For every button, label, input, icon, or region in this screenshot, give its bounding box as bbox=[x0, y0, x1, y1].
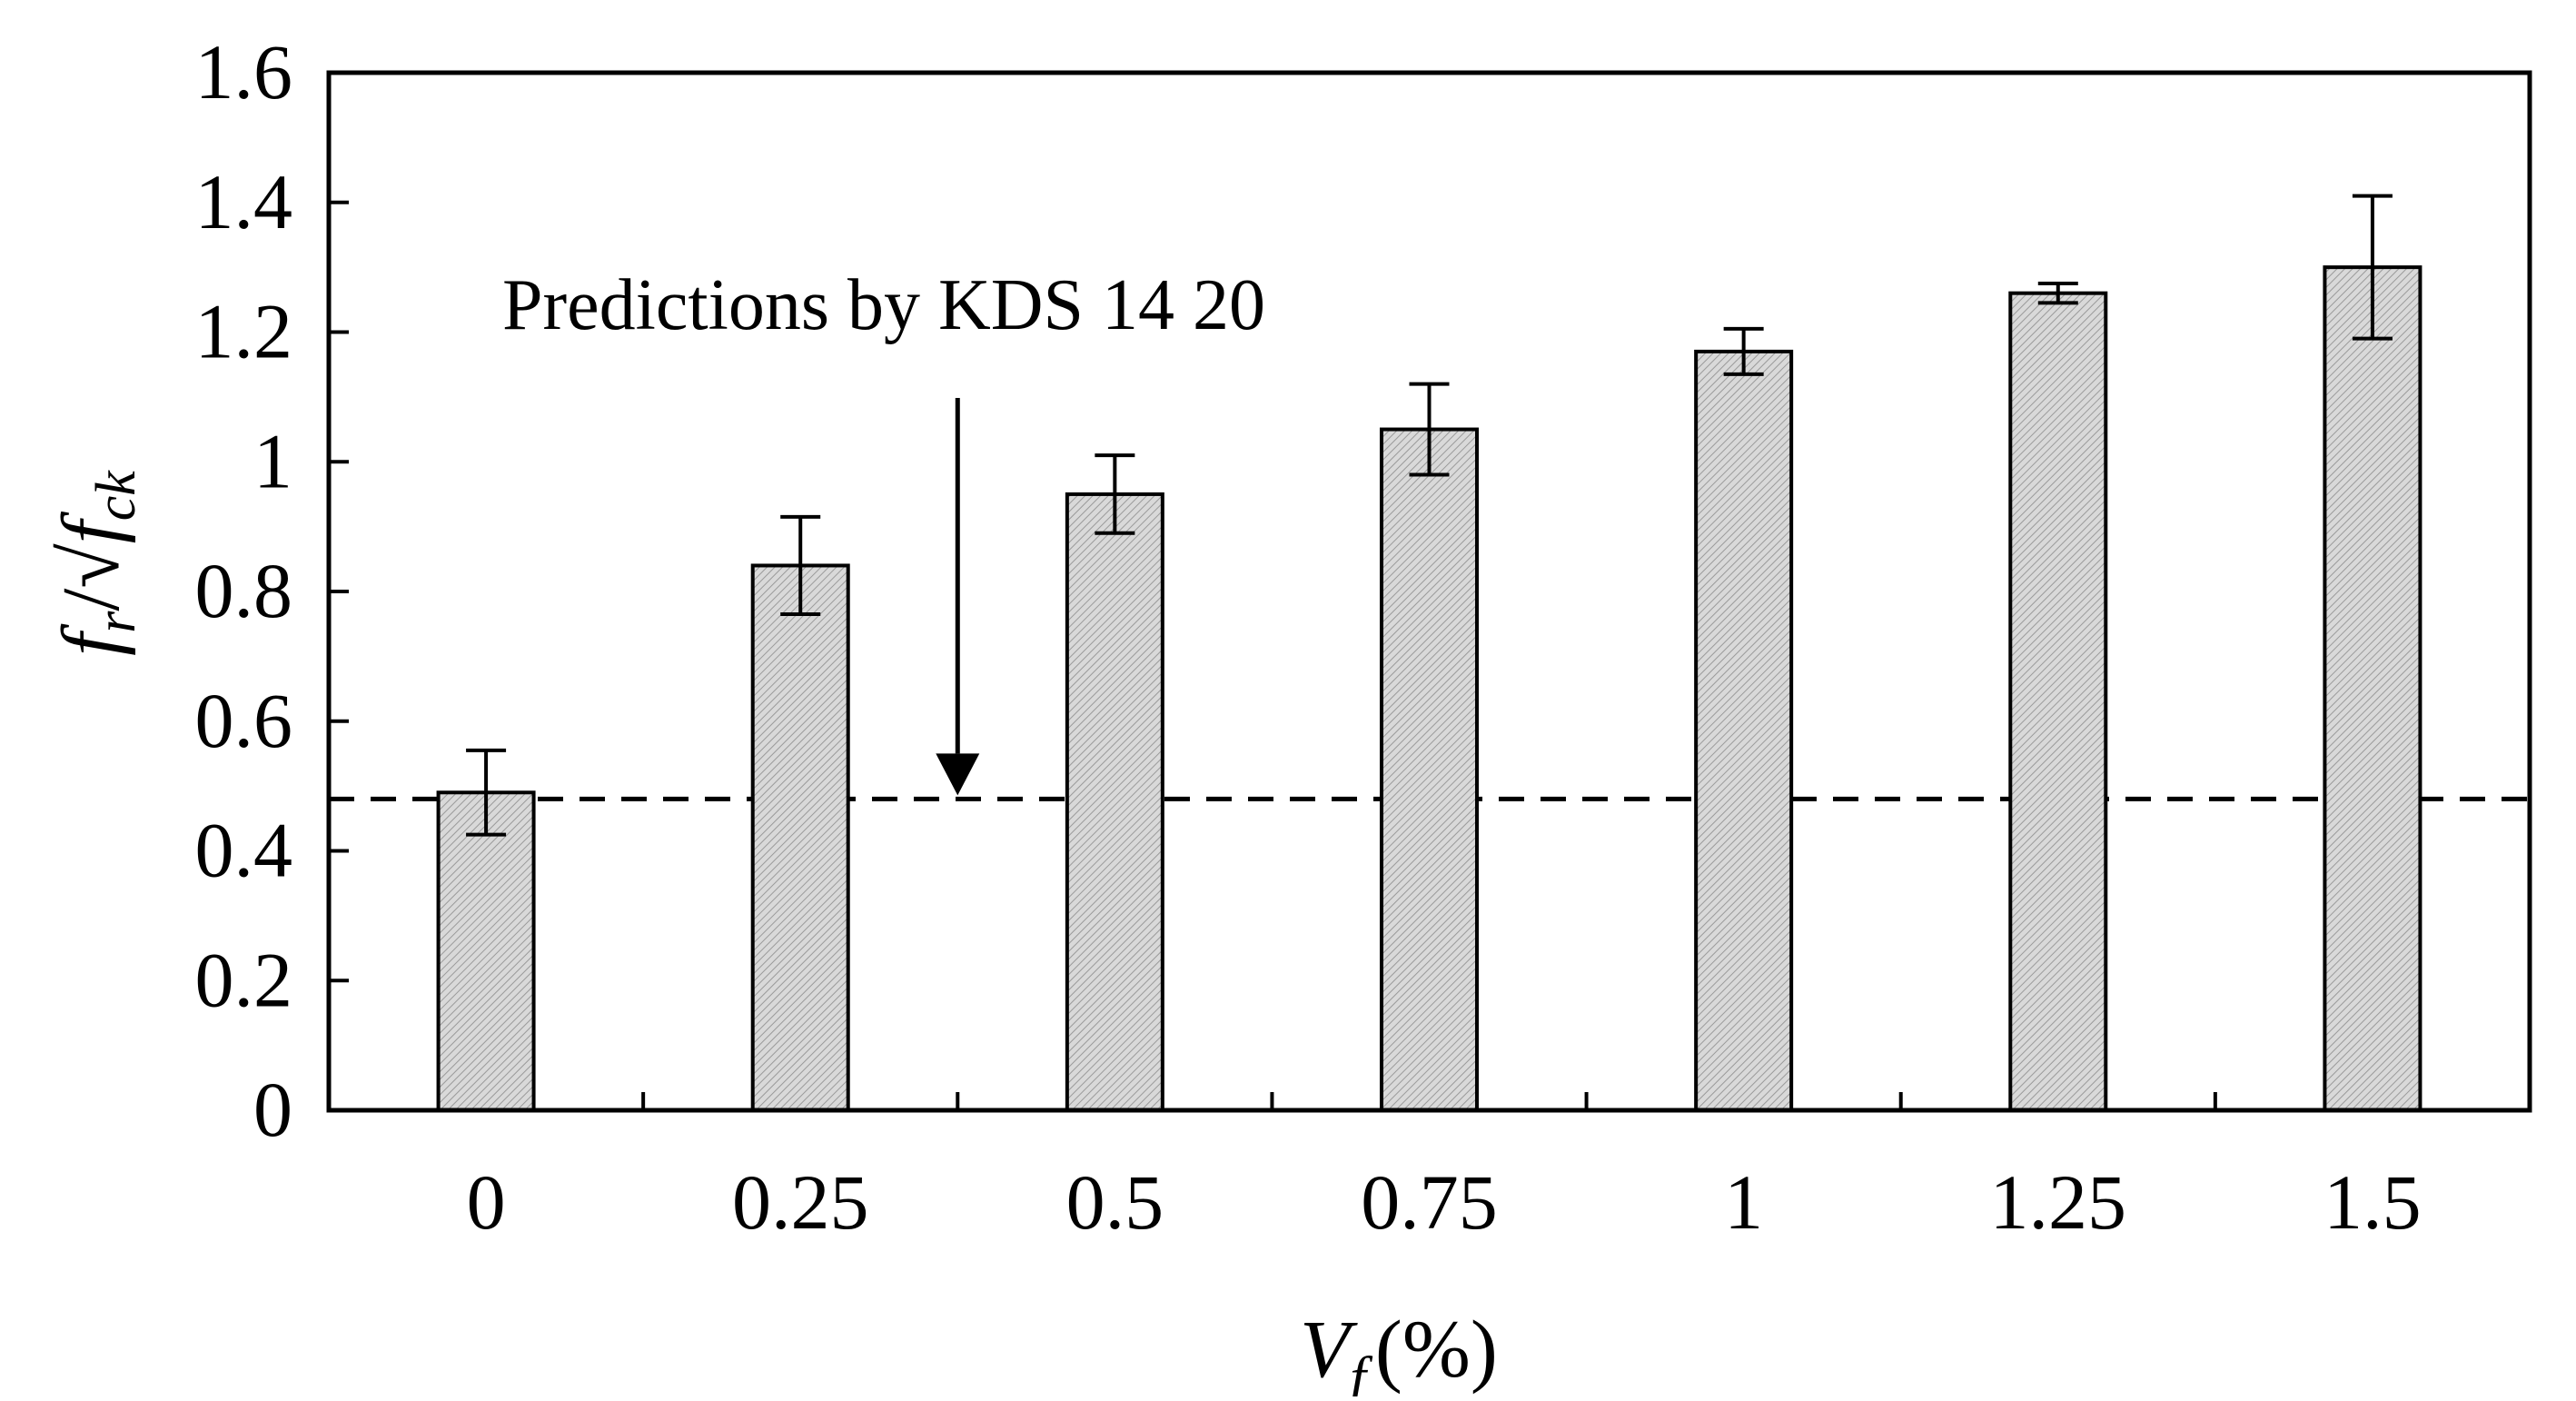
annotation-label: Predictions by KDS 14 20 bbox=[502, 265, 1265, 345]
bar bbox=[1065, 492, 1164, 1112]
x-axis-subscript: f bbox=[1350, 1345, 1373, 1396]
x-tick-label: 1.25 bbox=[1990, 1158, 2127, 1246]
y-tick-label: 1.4 bbox=[195, 158, 293, 245]
y-tick-label: 0.2 bbox=[195, 936, 293, 1023]
y-tick-label: 0 bbox=[253, 1066, 292, 1153]
x-tick-label: 1.5 bbox=[2323, 1158, 2422, 1246]
annotation-arrow bbox=[936, 398, 980, 796]
x-tick-label: 1 bbox=[1724, 1158, 1763, 1246]
y-axis-denominator-sub: ck bbox=[85, 470, 147, 522]
annotation-arrow-head bbox=[936, 753, 980, 796]
x-tick-label: 0.5 bbox=[1066, 1158, 1164, 1246]
bar bbox=[750, 563, 850, 1112]
bar bbox=[1380, 427, 1479, 1112]
axes-layer bbox=[326, 70, 2532, 1113]
plot-frame bbox=[326, 70, 2532, 1113]
x-axis-unit: (%) bbox=[1375, 1305, 1498, 1395]
y-tick-label: 0.8 bbox=[195, 547, 293, 634]
y-axis-numerator-sub: r bbox=[85, 611, 147, 633]
x-tick-label: 0 bbox=[467, 1158, 506, 1246]
y-tick-label: 0.4 bbox=[195, 807, 293, 894]
y-tick-label: 1.2 bbox=[195, 288, 293, 375]
x-axis-title: Vf (%) bbox=[1300, 1305, 1498, 1396]
x-axis-symbol: V bbox=[1300, 1305, 1358, 1395]
x-tick-label: 0.75 bbox=[1361, 1158, 1498, 1246]
y-tick-label: 1.6 bbox=[195, 28, 293, 115]
y-axis-separator: /√ bbox=[46, 543, 136, 611]
x-tick-label: 0.25 bbox=[732, 1158, 869, 1246]
bar bbox=[2008, 291, 2108, 1112]
ticks-layer: 0 0.25 0.5 0.75 1 1.25 1.5 0 0.2 0.4 0.6 0.8 1 1.2 1.4… bbox=[195, 28, 2422, 1246]
bar bbox=[2323, 265, 2422, 1112]
y-tick-label: 1 bbox=[253, 417, 292, 504]
y-axis-title: fr/√fck bbox=[46, 470, 147, 656]
y-tick-label: 0.6 bbox=[195, 677, 293, 764]
bar bbox=[436, 790, 536, 1112]
error-bars-layer bbox=[466, 194, 2393, 837]
bar bbox=[1694, 349, 1794, 1113]
bars-layer bbox=[436, 265, 2422, 1113]
